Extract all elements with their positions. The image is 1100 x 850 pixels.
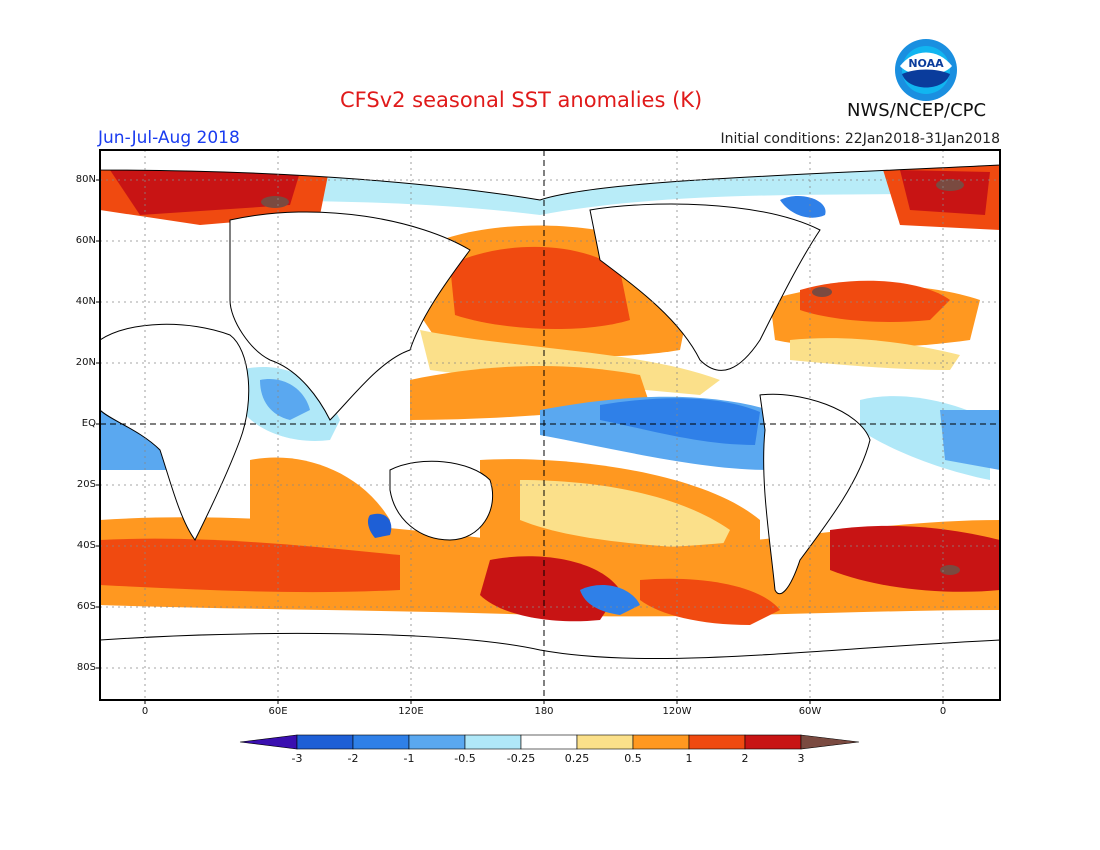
lat-label: 40S — [76, 540, 96, 551]
colorbar-swatch — [408, 734, 466, 750]
lon-label: 0 — [939, 706, 947, 717]
colorbar-label: -2 — [347, 752, 359, 765]
lat-label: 20N — [75, 357, 96, 368]
map-frame — [99, 149, 1001, 701]
east-pacific-cool-core — [600, 398, 760, 445]
colorbar-label: 3 — [797, 752, 805, 765]
southern-indian-core — [100, 538, 400, 593]
colorbar-label: 1 — [685, 752, 693, 765]
colorbar-swatch — [464, 734, 522, 750]
colorbar-label: 0.5 — [624, 752, 642, 765]
colorbar-min-triangle — [239, 734, 298, 750]
gulf-of-guinea-cool — [940, 410, 1000, 470]
colorbar-label: -3 — [291, 752, 303, 765]
continents — [100, 150, 1000, 700]
colorbar-swatch — [576, 734, 634, 750]
colorbar-label: -0.5 — [454, 752, 476, 765]
colorbar-label: -0.25 — [506, 752, 536, 765]
atlantic-yellow — [790, 338, 960, 370]
tasman-core — [480, 556, 620, 622]
colorbar-label: -1 — [403, 752, 415, 765]
subtropic-yellow-band — [420, 330, 720, 395]
colorbar-label: 2 — [741, 752, 749, 765]
lat-label: EQ — [81, 418, 96, 429]
north-pacific-core — [450, 246, 630, 330]
lat-label: 60S — [76, 601, 96, 612]
arctic-strong-warm — [110, 170, 300, 215]
colorbar-swatch — [296, 734, 354, 750]
lat-label: 80S — [76, 662, 96, 673]
noaa-logo-icon: NOAA — [895, 39, 957, 101]
lon-label: 0 — [141, 706, 149, 717]
australia — [389, 460, 494, 541]
arabian-sea-cool — [260, 379, 310, 420]
equator-dateline — [100, 150, 1000, 700]
colorbar-max-triangle — [800, 734, 860, 750]
colorbar-swatch — [352, 734, 410, 750]
colorbar-swatch — [520, 734, 578, 750]
agency-label: NWS/NCEP/CPC — [847, 100, 987, 121]
eurasia — [229, 211, 471, 421]
max-anomaly-spot — [261, 196, 289, 208]
lat-label: 60N — [75, 235, 96, 246]
season-label: Jun-Jul-Aug 2018 — [98, 128, 240, 148]
lon-label: 120W — [662, 706, 692, 717]
south-indian-cool-spot — [367, 513, 392, 538]
page-title: CFSv2 seasonal SST anomalies (K) — [340, 88, 703, 112]
colorbar-swatch — [688, 734, 746, 750]
colorbar-label: 0.25 — [564, 752, 590, 765]
anomaly-field — [100, 150, 1000, 700]
south-pacific-yellow — [520, 480, 730, 550]
graticule — [100, 150, 1000, 700]
south-atlantic-core — [830, 525, 1000, 592]
noaa-logo-text: NOAA — [908, 57, 944, 70]
lat-label: 20S — [76, 479, 96, 490]
gulf-stream-warm — [800, 280, 950, 322]
africa — [100, 323, 250, 541]
lon-label: 60E — [268, 706, 288, 717]
initial-conditions-label: Initial conditions: 22Jan2018-31Jan2018 — [720, 131, 1000, 147]
colorbar-swatch — [632, 734, 690, 750]
arctic-coast — [100, 150, 1000, 201]
south-america — [759, 393, 871, 595]
lat-label: 40N — [75, 296, 96, 307]
max-anomaly-spot — [812, 287, 832, 297]
hudson-cool — [780, 195, 826, 218]
north-america — [589, 203, 821, 371]
max-anomaly-spot — [940, 565, 960, 575]
lon-label: 120E — [398, 706, 424, 717]
south-pacific-core — [640, 578, 780, 625]
lat-label: 80N — [75, 174, 96, 185]
lon-label: 60W — [798, 706, 822, 717]
colorbar-swatch — [744, 734, 802, 750]
south-pacific-cool-spot — [580, 585, 640, 615]
axis-ticks — [96, 179, 944, 704]
lon-label: 180 — [534, 706, 554, 717]
antarctica — [100, 632, 1000, 700]
barents-strong-warm — [900, 170, 990, 215]
